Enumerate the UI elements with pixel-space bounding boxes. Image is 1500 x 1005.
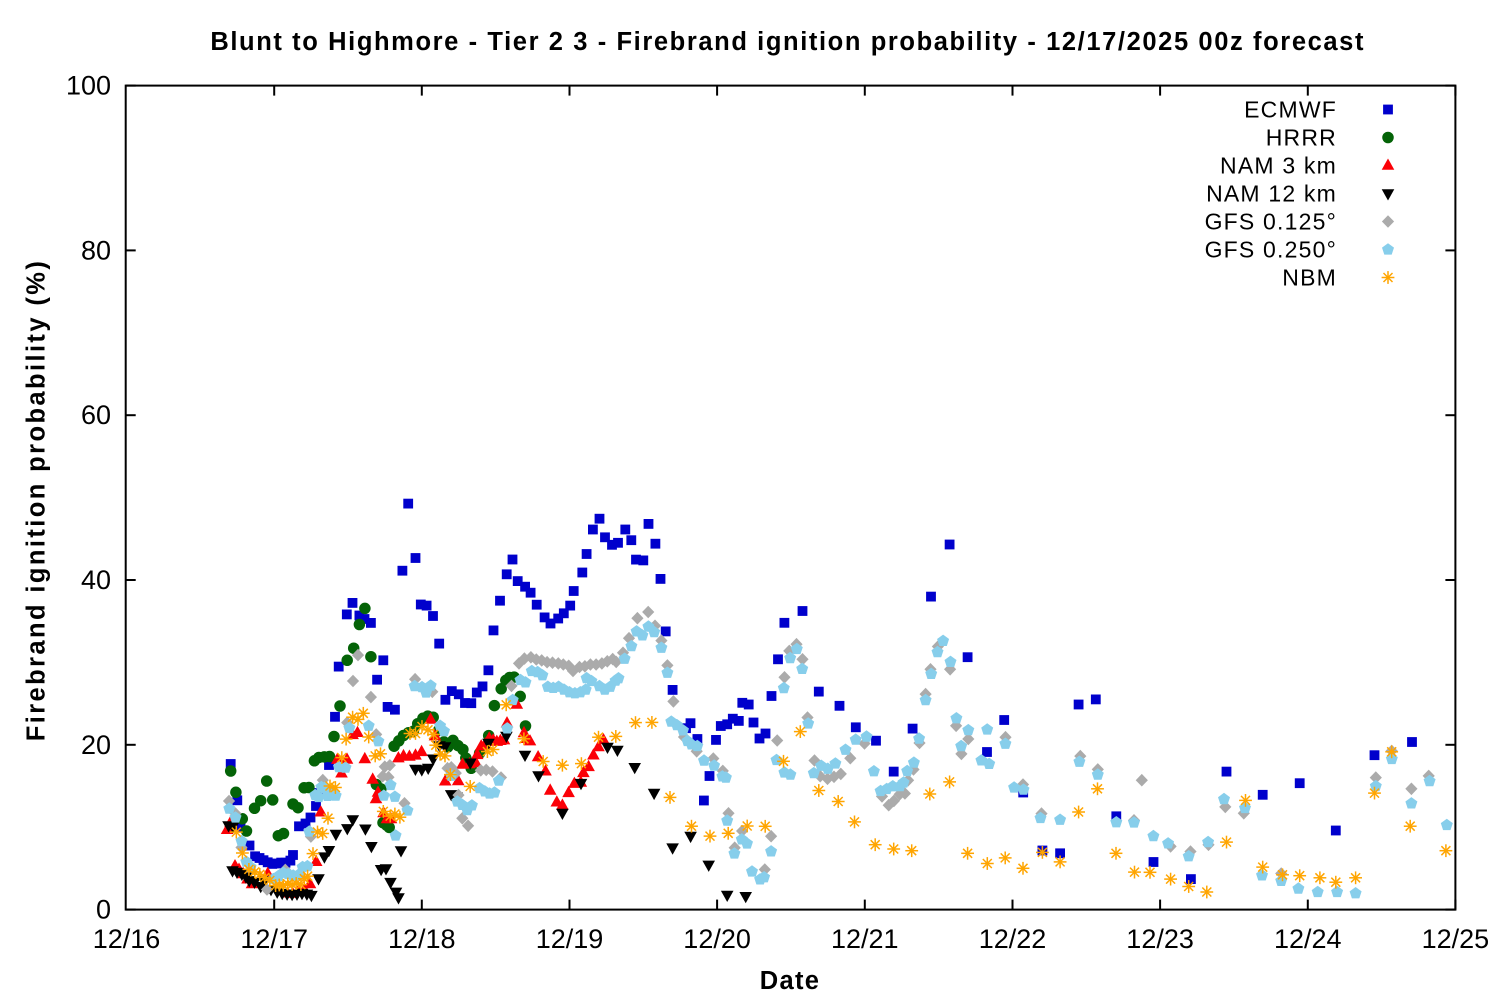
svg-text:12/20: 12/20: [683, 924, 751, 954]
svg-text:HRRR: HRRR: [1266, 125, 1337, 151]
svg-text:12/21: 12/21: [831, 924, 899, 954]
svg-text:ECMWF: ECMWF: [1244, 97, 1337, 123]
svg-text:20: 20: [81, 730, 111, 760]
svg-text:0: 0: [96, 895, 111, 925]
svg-text:GFS 0.125°: GFS 0.125°: [1205, 209, 1337, 235]
svg-text:Date: Date: [760, 967, 820, 995]
svg-text:GFS 0.250°: GFS 0.250°: [1205, 237, 1337, 263]
svg-text:12/19: 12/19: [536, 924, 604, 954]
svg-text:12/24: 12/24: [1274, 924, 1342, 954]
svg-text:12/23: 12/23: [1126, 924, 1194, 954]
svg-text:40: 40: [81, 565, 111, 595]
svg-text:60: 60: [81, 400, 111, 430]
svg-text:12/18: 12/18: [388, 924, 456, 954]
svg-text:12/25: 12/25: [1422, 924, 1490, 954]
svg-text:NBM: NBM: [1282, 265, 1337, 291]
svg-text:Firebrand ignition probability: Firebrand ignition probability (%): [23, 259, 51, 742]
svg-text:12/22: 12/22: [979, 924, 1047, 954]
svg-text:NAM 12 km: NAM 12 km: [1206, 181, 1337, 207]
svg-text:12/16: 12/16: [93, 924, 161, 954]
svg-text:100: 100: [66, 71, 111, 101]
svg-text:Blunt to Highmore - Tier 2 3 -: Blunt to Highmore - Tier 2 3 - Firebrand…: [210, 28, 1365, 56]
svg-text:80: 80: [81, 235, 111, 265]
svg-text:12/17: 12/17: [240, 924, 308, 954]
svg-text:NAM 3 km: NAM 3 km: [1220, 153, 1337, 179]
